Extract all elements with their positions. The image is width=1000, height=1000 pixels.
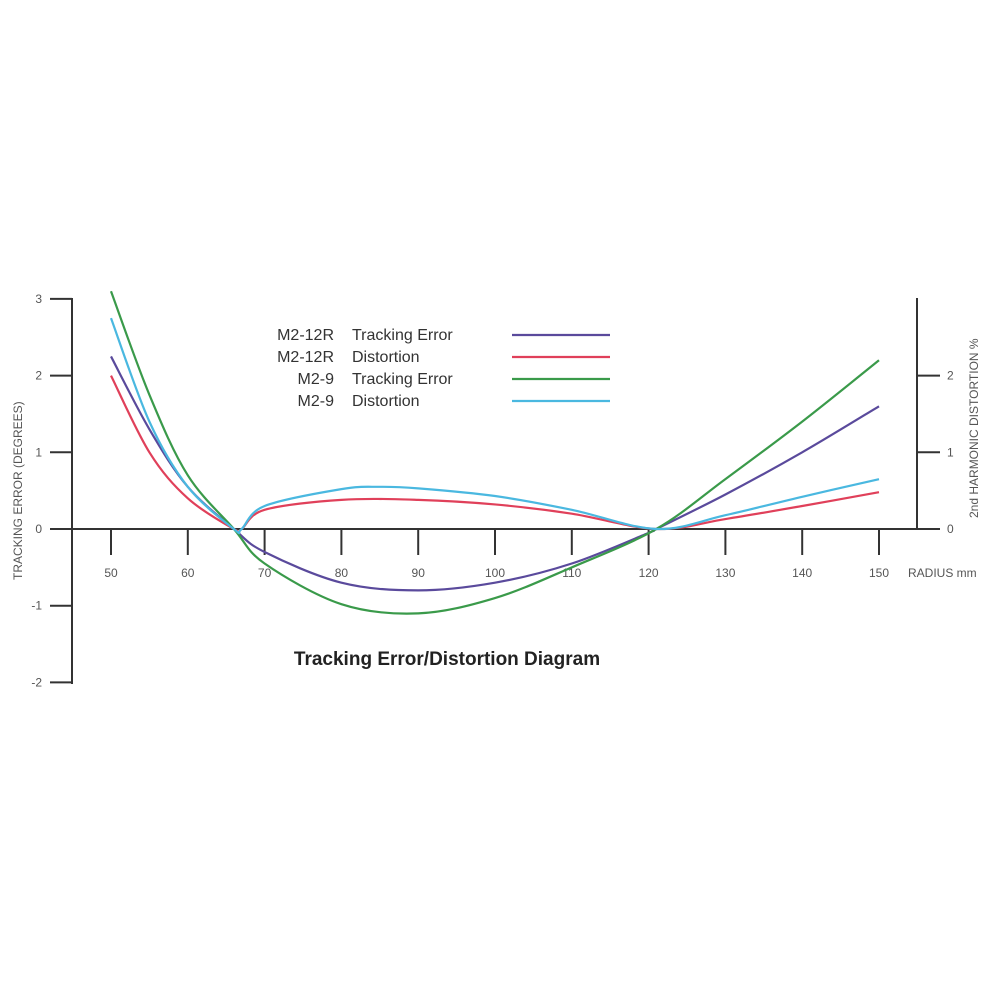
x-tick-label: 70 bbox=[258, 566, 272, 580]
series-line-1 bbox=[110, 375, 880, 534]
legend-label: Tracking Error bbox=[352, 371, 453, 388]
legend-model: M2-9 bbox=[298, 371, 335, 388]
y2-tick-label: 0 bbox=[947, 522, 954, 536]
series-line-0 bbox=[110, 355, 880, 592]
x-tick-label: 120 bbox=[639, 566, 659, 580]
y-tick-label: 2 bbox=[35, 369, 42, 383]
legend-label: Distortion bbox=[352, 393, 420, 410]
x-tick-label: 60 bbox=[181, 566, 195, 580]
y-tick-label: 1 bbox=[35, 445, 42, 459]
y-tick-label: -2 bbox=[31, 675, 42, 689]
x-tick-label: 90 bbox=[412, 566, 426, 580]
y-tick-label: 0 bbox=[35, 522, 42, 536]
y-tick-label: -1 bbox=[31, 599, 42, 613]
y-tick-label: 3 bbox=[35, 292, 42, 306]
x-tick-label: 150 bbox=[869, 566, 889, 580]
x-tick-label: 140 bbox=[792, 566, 812, 580]
legend-label: Tracking Error bbox=[352, 327, 453, 344]
x-tick-label: 80 bbox=[335, 566, 349, 580]
x-tick-label: 100 bbox=[485, 566, 505, 580]
y2-tick-label: 1 bbox=[947, 445, 954, 459]
y-axis-label: TRACKING ERROR (DEGREES) bbox=[11, 401, 25, 580]
legend-model: M2-12R bbox=[277, 327, 334, 344]
series-line-2 bbox=[109, 290, 880, 615]
y2-axis-label: 2nd HARMONIC DISTORTION % bbox=[967, 338, 981, 518]
y2-tick-label: 2 bbox=[947, 369, 954, 383]
legend-model: M2-9 bbox=[298, 393, 335, 410]
x-tick-label: 50 bbox=[104, 566, 118, 580]
x-axis-label: RADIUS mm bbox=[908, 566, 977, 580]
chart-title: Tracking Error/Distortion Diagram bbox=[294, 649, 600, 670]
series-line-3 bbox=[109, 317, 880, 535]
x-tick-label: 130 bbox=[715, 566, 735, 580]
legend-label: Distortion bbox=[352, 349, 420, 366]
legend-model: M2-12R bbox=[277, 349, 334, 366]
